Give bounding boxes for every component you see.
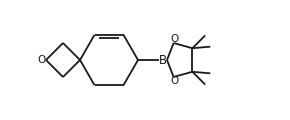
Text: O: O: [171, 34, 179, 44]
Text: B: B: [159, 54, 167, 66]
Text: O: O: [37, 55, 45, 65]
Text: O: O: [171, 76, 179, 86]
